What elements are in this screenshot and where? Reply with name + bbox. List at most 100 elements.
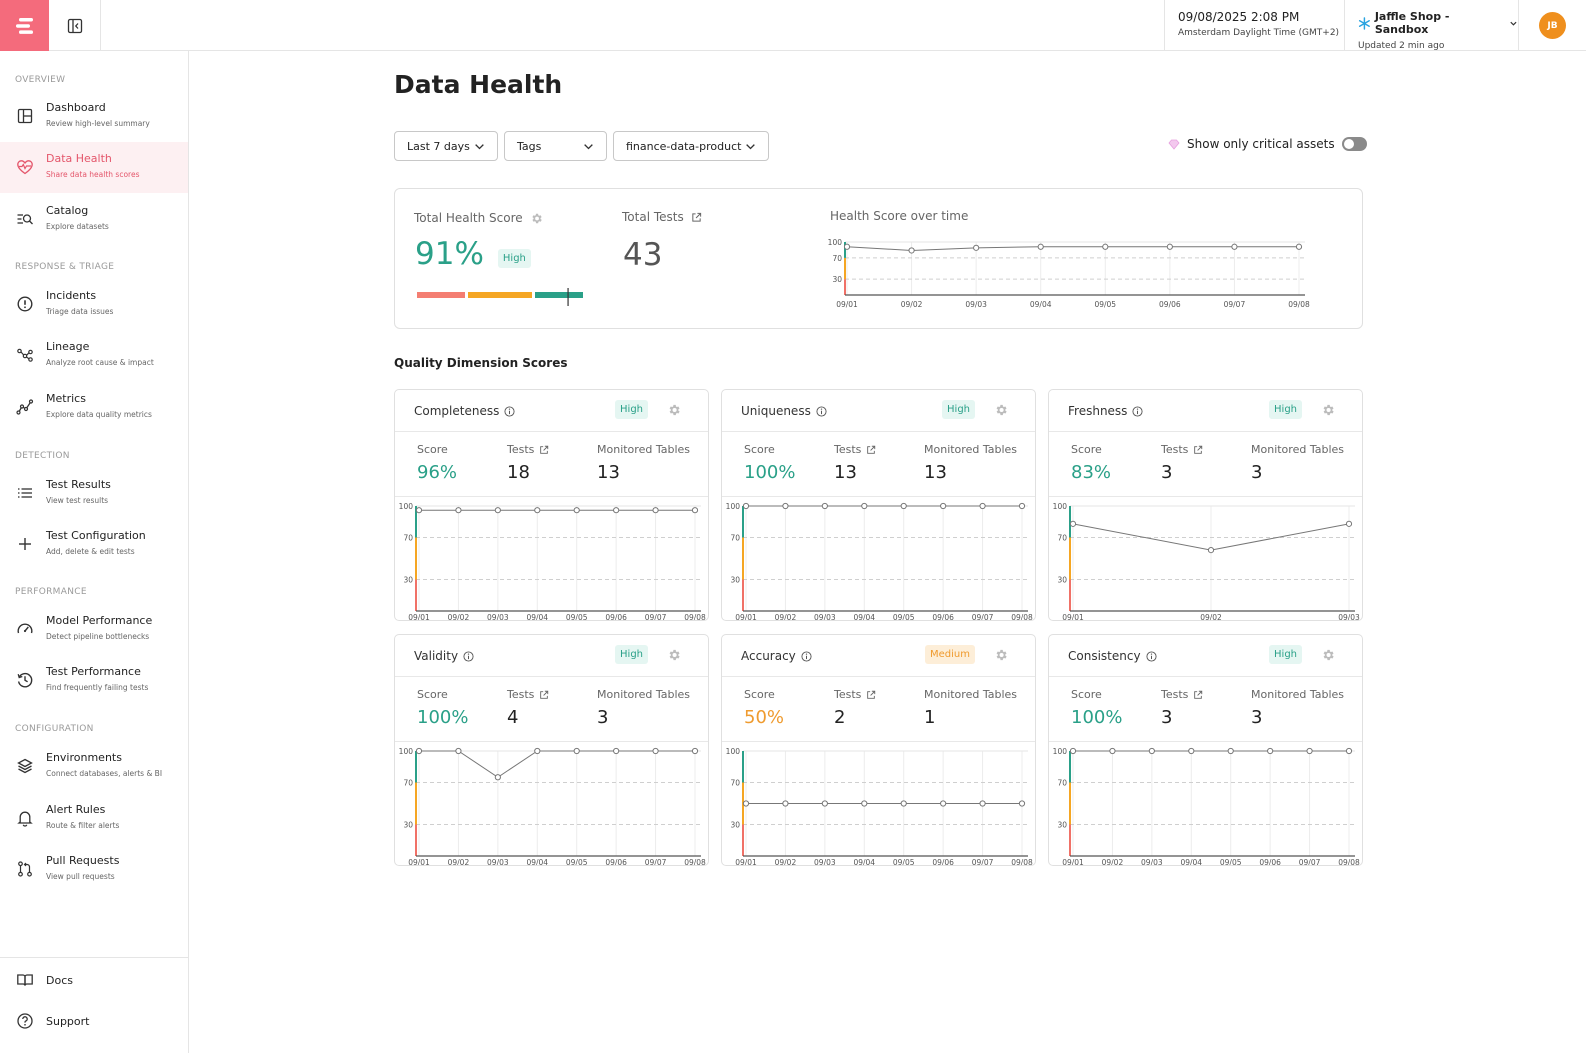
health-score-chart: 100 70 30 09/01 09/02 09/03 09/04 09/05 09/06 09/… [828,238,1310,309]
x-tick-label: 09/02 [448,613,470,621]
sidebar-item-test-performance[interactable]: Test Performance Find frequently failing… [0,655,188,706]
dimension-tests-value: 4 [507,707,519,728]
dimension-tables-value: 1 [924,707,936,728]
user-avatar[interactable]: JB [1539,12,1566,39]
data-point [861,502,868,510]
collapse-sidebar-button[interactable] [49,0,101,51]
data-point [1069,747,1077,755]
score-label: Score [417,443,448,456]
score-label: Score [417,688,448,701]
data-product-filter[interactable]: finance-data-product [613,131,769,161]
total-health-score-value: 91% [415,236,484,272]
layers-icon [17,758,33,774]
app-logo[interactable] [0,0,49,51]
external-link-icon[interactable] [866,445,876,455]
gear-icon[interactable] [1321,403,1335,417]
external-link-icon[interactable] [866,690,876,700]
timezone-text: Amsterdam Daylight Time (GMT+2) [1178,28,1340,38]
x-tick-label: 09/04 [526,613,548,621]
info-icon[interactable] [1146,650,1157,662]
sidebar-item-dashboard[interactable]: Dashboard Review high-level summary [0,91,188,142]
info-icon[interactable] [816,405,827,417]
sidebar-item-title: Environments [46,751,122,764]
sidebar-item-environments[interactable]: Environments Connect databases, alerts &… [0,741,188,792]
monitored-tables-label: Monitored Tables [924,688,1017,701]
dimension-card-freshness: Freshness High Score 83% Tests 3 Monitor… [1048,389,1363,621]
dimension-score-value: 100% [417,707,469,728]
external-link-icon[interactable] [1193,690,1203,700]
chevron-down-icon [746,143,755,149]
bell-icon [17,811,33,827]
sidebar-item-metrics[interactable]: Metrics Explore data quality metrics [0,382,188,433]
sidebar-item-pull-requests[interactable]: Pull Requests View pull requests [0,844,188,895]
sidebar-item-subtitle: Explore datasets [46,222,109,231]
monitored-tables-label: Monitored Tables [1251,443,1344,456]
data-point [861,800,868,807]
dimension-card-header: Uniqueness High [722,390,1035,432]
sidebar-item-incidents[interactable]: Incidents Triage data issues [0,279,188,330]
gear-icon[interactable] [667,648,681,662]
sidebar: OVERVIEW Dashboard Review high-level sum… [0,51,189,1053]
sidebar-item-lineage[interactable]: Lineage Analyze root cause & impact [0,330,188,381]
health-chart-title: Health Score over time [830,209,969,223]
gear-icon[interactable] [994,648,1008,662]
sidebar-item-alert-rules[interactable]: Alert Rules Route & filter alerts [0,793,188,844]
info-icon[interactable] [463,650,474,662]
alert-circle-icon [17,296,33,312]
sidebar-item-catalog[interactable]: Catalog Explore datasets [0,194,188,245]
tests-label: Tests [834,688,862,701]
x-tick-label: 09/02 [1102,858,1124,866]
gear-icon[interactable] [1321,648,1335,662]
external-link-icon[interactable] [539,445,549,455]
sidebar-item-data-health[interactable]: Data Health Share data health scores [0,142,188,193]
y-tick-label: 30 [730,821,740,830]
info-icon[interactable] [801,650,812,662]
date-range-value: Last 7 days [407,139,470,153]
current-datetime: 09/08/2025 2:08 PM Amsterdam Daylight Ti… [1164,0,1344,51]
dimension-card-header: Freshness High [1049,390,1362,432]
total-tests-value: 43 [623,237,663,273]
info-icon[interactable] [1132,405,1143,417]
sidebar-toggle-icon [67,18,82,33]
dimension-status-badge: High [1269,645,1302,664]
sidebar-item-model-performance[interactable]: Model Performance Detect pipeline bottle… [0,604,188,655]
x-tick-label: 09/03 [487,613,509,621]
total-health-score-label: Total Health Score [414,211,523,225]
y-tick-label: 30 [832,275,842,284]
sidebar-item-support[interactable]: Support [0,1001,188,1041]
data-point [821,800,828,807]
tests-label-group: Tests [507,688,549,701]
external-link-icon[interactable] [539,690,549,700]
data-point [979,502,986,510]
gear-icon[interactable] [667,403,681,417]
monitored-tables-label: Monitored Tables [597,688,690,701]
tags-filter[interactable]: Tags [504,131,607,161]
toggle-knob [1343,139,1354,149]
gear-icon[interactable] [994,403,1008,417]
sidebar-item-title: Docs [46,974,73,987]
info-icon[interactable] [504,405,515,417]
critical-assets-label: Show only critical assets [1187,137,1335,151]
sidebar-item-subtitle: Triage data issues [46,307,114,316]
workspace-selector[interactable]: Jaffle Shop - Sandbox Updated 2 min ago [1344,0,1518,51]
sidebar-item-title: Support [46,1015,90,1028]
sidebar-item-docs[interactable]: Docs [0,960,188,1000]
sidebar-item-test-results[interactable]: Test Results View test results [0,468,188,519]
external-link-icon[interactable] [1193,445,1203,455]
score-label: Score [1071,443,1102,456]
sidebar-item-test-configuration[interactable]: Test Configuration Add, delete & edit te… [0,519,188,570]
critical-assets-toggle[interactable] [1341,137,1367,151]
sidebar-item-title: Pull Requests [46,854,120,867]
dimension-card-validity: Validity High Score 100% Tests 4 Monitor… [394,634,709,866]
data-point [940,502,947,510]
x-tick-label: 09/03 [1141,858,1163,866]
external-link-icon[interactable] [691,212,702,223]
data-point [979,800,986,807]
data-point [534,507,541,514]
gauge-segment-high [535,292,583,298]
date-range-filter[interactable]: Last 7 days [394,131,498,161]
sidebar-item-subtitle: View test results [46,496,109,505]
y-tick-label: 30 [403,821,413,830]
metrics-icon [16,399,34,415]
gear-icon[interactable] [530,212,543,225]
